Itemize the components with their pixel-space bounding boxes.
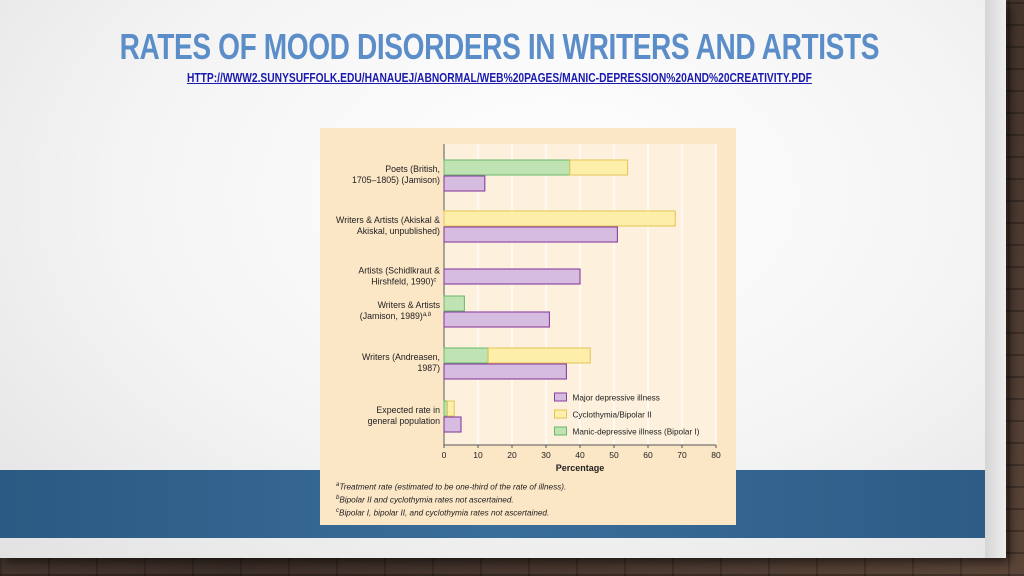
slide: Rates of mood disorders in writers and a…	[0, 0, 1006, 558]
legend-swatch-manic	[554, 426, 567, 436]
bar-major-5	[443, 416, 462, 433]
legend-label-cyclo: Cyclothymia/Bipolar II	[573, 411, 652, 420]
x-tick-label-10: 10	[473, 450, 483, 460]
group-label-3: Writers & Artists (Jamison, 1989)a,b	[360, 300, 441, 321]
x-tick-label-70: 70	[677, 450, 687, 460]
bar-major-3	[443, 311, 550, 328]
group-label-1: Writers & Artists (Akiskal & Akiskal, unp…	[336, 215, 440, 236]
x-tick-label-0: 0	[442, 450, 447, 460]
legend-label-major: Major depressive illness	[573, 394, 660, 403]
x-axis-label: Percentage	[556, 463, 605, 473]
bar-major-2	[443, 268, 581, 285]
footnote-b: bBipolar II and cyclothymia rates not as…	[336, 495, 514, 505]
legend-swatch-major	[554, 392, 567, 402]
chart-figure: 0 10 20 30 40 50 60 70 80 Percentage Poets (Britis…	[320, 128, 736, 525]
x-tick-label-40: 40	[575, 450, 585, 460]
group-label-4: Writers (Andreasen, 1987)	[362, 352, 440, 373]
bar-cyclo-5	[446, 400, 455, 417]
bar-chart: 0 10 20 30 40 50 60 70 80 Percentage Poets (Britis…	[336, 144, 721, 473]
slide-title: Rates of mood disorders in writers and a…	[119, 26, 880, 67]
bar-cyclo-4	[487, 347, 591, 364]
bar-major-4	[443, 363, 567, 380]
bar-major-0	[443, 175, 486, 192]
bar-cyclo-0	[569, 159, 629, 176]
bar-manic-5	[443, 400, 448, 417]
x-tick-label-20: 20	[507, 450, 517, 460]
slide-edge	[985, 0, 1006, 558]
bar-manic-3	[443, 295, 465, 312]
footnotes: aTreatment rate (estimated to be one-thi…	[336, 480, 731, 519]
bar-cyclo-1	[443, 210, 676, 227]
bar-manic-0	[443, 159, 571, 176]
x-tick-label-80: 80	[711, 450, 721, 460]
bar-manic-4	[443, 347, 489, 364]
x-tick-label-30: 30	[541, 450, 551, 460]
x-tick-label-60: 60	[643, 450, 653, 460]
legend-label-manic: Manic-depressive illness (Bipolar I)	[573, 428, 700, 437]
legend-swatch-cyclo	[554, 409, 567, 419]
x-tick-label-50: 50	[609, 450, 619, 460]
group-label-2: Artists (Schidlkraut & Hirshfeld, 1990)c	[358, 266, 440, 287]
group-label-0: Poets (British, 1705–1805) (Jamison)	[352, 164, 440, 185]
source-link[interactable]: http://www2.sunysuffolk.edu/hanauej/abno…	[186, 71, 812, 85]
footnote-a: aTreatment rate (estimated to be one-thi…	[336, 482, 567, 492]
bar-major-1	[443, 226, 618, 243]
group-label-5: Expected rate in general population	[368, 405, 440, 426]
footnote-c: cBipolar I, bipolar II, and cyclothymia …	[336, 508, 550, 519]
